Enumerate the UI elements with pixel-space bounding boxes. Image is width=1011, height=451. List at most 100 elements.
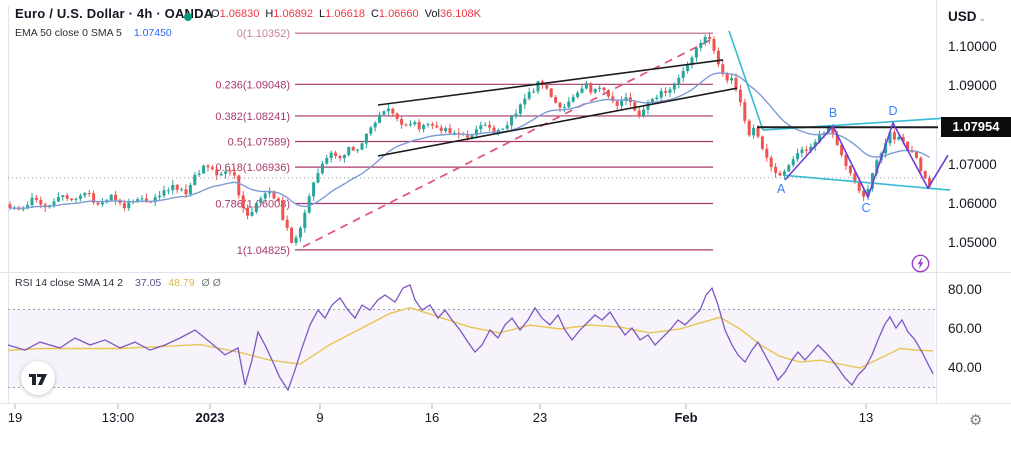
price-axis-tick: 1.05000 — [948, 235, 997, 250]
ema-legend-text: EMA 50 close 0 SMA 5 — [15, 27, 122, 39]
candle-body — [703, 36, 707, 44]
gear-icon[interactable]: ⚙ — [969, 412, 983, 429]
time-axis-label[interactable]: 23 — [532, 410, 548, 425]
price-axis-tick: 1.10000 — [948, 39, 997, 54]
abcd-pattern[interactable] — [784, 120, 949, 200]
candle-body — [338, 155, 342, 159]
candle-body — [567, 101, 571, 108]
candle-body — [373, 122, 377, 128]
candle-body — [514, 113, 518, 117]
candle-body — [857, 182, 861, 191]
candle-body — [554, 97, 558, 103]
rsi-legend[interactable]: RSI 14 close SMA 14 2 37.05 48.79 Ø Ø — [15, 277, 221, 289]
candle-body — [655, 97, 659, 100]
candle-body — [400, 118, 404, 125]
ohlc-value: 1.06830 — [219, 8, 260, 20]
candle-body — [474, 129, 478, 136]
candle-body — [818, 133, 822, 143]
candle-body — [347, 147, 351, 155]
cyan-lower[interactable] — [782, 174, 951, 191]
candle-body — [136, 199, 140, 202]
candle-body — [725, 74, 729, 81]
cyan-upper[interactable] — [762, 117, 949, 131]
dashed-uptrend[interactable] — [302, 38, 713, 248]
candle-body — [668, 89, 672, 93]
rsi-ma-line[interactable] — [7, 306, 934, 369]
candle-body — [791, 159, 795, 166]
candle-body — [914, 152, 918, 158]
time-axis-label[interactable]: 9 — [316, 410, 324, 425]
candle-body — [862, 190, 866, 197]
ema-line[interactable] — [10, 72, 930, 209]
candle-body — [624, 97, 628, 101]
candle-body — [602, 87, 606, 91]
candle-body — [892, 132, 896, 140]
time-axis-label[interactable]: 13 — [858, 410, 874, 425]
candle-body — [8, 204, 12, 209]
candle-body — [74, 198, 78, 200]
candle-body — [633, 102, 637, 111]
candle-body — [576, 92, 580, 97]
candle-body — [158, 195, 162, 198]
candle-body — [787, 165, 791, 172]
time-axis-label[interactable]: Feb — [674, 410, 698, 425]
candle-body — [496, 129, 500, 132]
candle-body — [303, 212, 307, 229]
tradingview-logo-icon — [29, 374, 47, 385]
candle-body — [545, 85, 549, 89]
chevron-down-icon: ⌄ — [978, 13, 987, 23]
time-axis-label[interactable]: 13:00 — [101, 410, 135, 425]
channel-upper[interactable] — [377, 59, 724, 106]
candle-body — [34, 197, 38, 200]
candle-body — [382, 111, 386, 115]
candle-body — [826, 125, 830, 133]
candle-body — [114, 194, 118, 200]
candle-body — [448, 128, 452, 134]
quick-trade-button[interactable] — [911, 254, 930, 273]
candle-body — [351, 147, 355, 151]
candle-body — [734, 77, 738, 90]
candle-body — [395, 113, 399, 119]
candle-body — [149, 201, 153, 203]
candle-body — [532, 91, 536, 93]
candle-body — [435, 125, 439, 128]
candle-body — [923, 171, 927, 179]
candle-body — [501, 128, 505, 130]
rsi-axis-tick: 60.00 — [948, 321, 982, 336]
pattern-label-B: B — [829, 106, 837, 120]
fib-label-0.382: 0.382(1.08241) — [215, 111, 290, 123]
candle-body — [492, 127, 496, 132]
candle-body — [637, 110, 641, 116]
candle-body — [312, 182, 316, 197]
time-axis-label[interactable]: 19 — [7, 410, 23, 425]
channel-lower[interactable] — [377, 87, 738, 157]
time-axis-label[interactable]: 16 — [424, 410, 440, 425]
candle-body — [681, 71, 685, 78]
rsi-axis-tick: 40.00 — [948, 360, 982, 375]
candle-body — [87, 193, 91, 195]
candle-body — [175, 184, 179, 190]
tradingview-logo[interactable] — [21, 361, 55, 395]
currency-dropdown[interactable]: USD ⌄ — [948, 9, 986, 24]
candle-body — [800, 149, 804, 154]
ema-legend[interactable]: EMA 50 close 0 SMA 5 1.07450 — [15, 27, 172, 39]
candle-body — [822, 132, 826, 134]
lightning-icon — [911, 254, 930, 273]
candle-body — [290, 227, 294, 243]
candle-body — [140, 198, 144, 200]
rsi-line[interactable] — [7, 284, 934, 392]
candle-body — [906, 141, 910, 151]
candle-body — [620, 100, 624, 106]
cyan-drop[interactable] — [728, 30, 764, 131]
candle-body — [642, 109, 646, 116]
symbol-title[interactable]: Euro / U.S. Dollar · 4h · OANDA — [15, 6, 214, 21]
candle-body — [61, 195, 65, 198]
rsi-band — [8, 309, 935, 388]
time-axis-label[interactable]: 2023 — [195, 410, 225, 425]
candle-body — [483, 124, 487, 126]
candle-body — [329, 152, 333, 159]
candle-body — [901, 137, 905, 142]
candle-body — [672, 83, 676, 90]
rsi-value: 37.05 — [134, 277, 162, 289]
